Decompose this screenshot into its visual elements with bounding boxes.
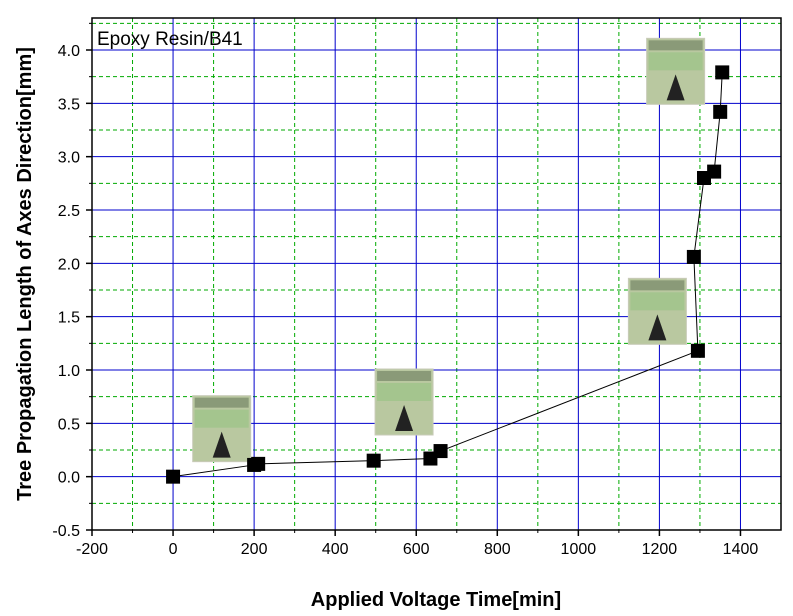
x-axis: -200 0 200 400 600 800 1000 1200 1400 <box>76 530 758 558</box>
y-axis-title: Tree Propagation Length of Axes Directio… <box>14 47 36 501</box>
inset-photo <box>646 37 706 105</box>
x-tick-label: 200 <box>241 541 268 558</box>
y-tick-label: 1.0 <box>58 363 80 380</box>
y-tick-label: 3.0 <box>58 150 80 167</box>
plot-frame <box>91 17 782 531</box>
inset-photo-needle <box>666 74 685 101</box>
data-markers <box>166 65 730 484</box>
data-point <box>707 164 722 179</box>
inset-photo <box>192 395 252 463</box>
x-tick-label: 1400 <box>723 541 759 558</box>
chart-title: Epoxy Resin/B41 <box>97 29 243 50</box>
data-point <box>715 65 730 80</box>
inset-photo-band <box>630 280 685 291</box>
y-tick-label: 2.0 <box>58 256 80 273</box>
data-point <box>433 444 448 459</box>
x-tick-label: 800 <box>484 541 511 558</box>
y-tick-label: -0.5 <box>52 523 80 540</box>
data-point <box>366 453 381 468</box>
x-tick-label: 0 <box>169 541 178 558</box>
inset-photo-tree <box>194 409 249 428</box>
data-point <box>166 469 181 484</box>
x-axis-title: Applied Voltage Time[min] <box>311 589 561 611</box>
y-tick-label: 0.5 <box>58 416 80 433</box>
inset-photo-needle <box>212 431 231 458</box>
y-tick-label: 1.5 <box>58 310 80 327</box>
y-axis: -0.5 0.0 0.5 1.0 1.5 2.0 2.5 3.0 3.5 4.0 <box>52 22 92 540</box>
inset-photo-tree <box>648 52 703 71</box>
y-tick-label: 2.5 <box>58 203 80 220</box>
inset-photos <box>192 37 706 463</box>
x-tick-label: 1200 <box>642 541 678 558</box>
inset-photo-tree <box>377 383 432 401</box>
inset-photo-band <box>194 397 249 408</box>
x-tick-label: -200 <box>76 541 108 558</box>
data-point <box>690 343 705 358</box>
inset-photo <box>374 368 434 436</box>
y-tick-label: 3.5 <box>58 96 80 113</box>
y-tick-label: 4.0 <box>58 43 80 60</box>
inset-photo-tree <box>630 292 685 311</box>
x-tick-label: 400 <box>322 541 349 558</box>
x-tick-label: 600 <box>403 541 430 558</box>
x-tick-label: 1000 <box>561 541 597 558</box>
inset-photo-band <box>648 40 703 51</box>
y-tick-label: 0.0 <box>58 470 80 487</box>
data-point <box>251 456 266 471</box>
inset-photo-needle <box>395 405 414 431</box>
data-point <box>686 249 701 264</box>
inset-photo-band <box>377 371 432 381</box>
inset-photo-needle <box>648 314 667 341</box>
inset-photo <box>627 277 687 345</box>
data-point <box>713 104 728 119</box>
